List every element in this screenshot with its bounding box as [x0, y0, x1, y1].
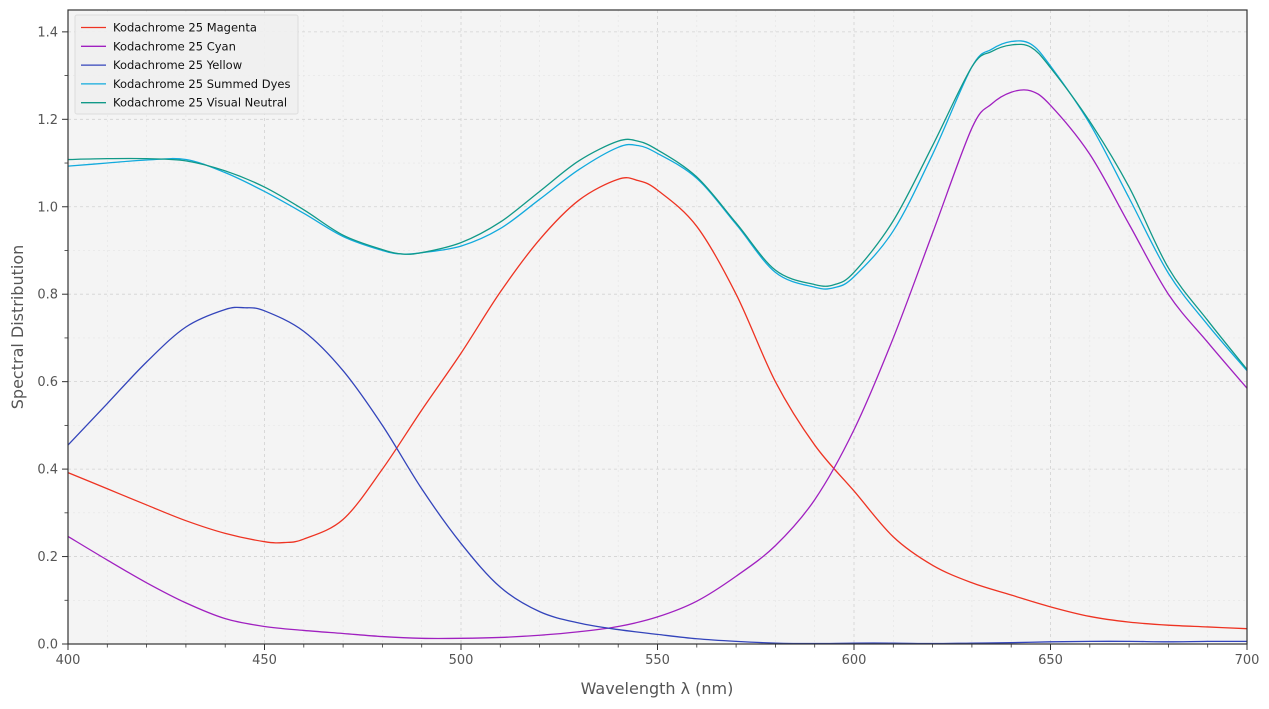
y-tick-label: 1.4 [37, 25, 58, 40]
x-tick-label: 500 [449, 653, 474, 668]
series-line-kodachrome-25-magenta [67, 177, 1248, 630]
y-tick-label: 0.6 [37, 375, 58, 390]
series-line-kodachrome-25-yellow [67, 306, 1248, 645]
y-axis-title: Spectral Distribution [8, 245, 27, 409]
y-tick-label: 0.4 [37, 463, 58, 478]
axis-ticks: 400 450 500 550 600 650 700 0.0 0.2 0.4 0.6 0.8 1.0 1… [37, 25, 1259, 668]
legend-label-kodachrome-25-yellow: Kodachrome 25 Yellow [113, 58, 242, 72]
legend-label-kodachrome-25-visual-neutral: Kodachrome 25 Visual Neutral [113, 96, 287, 110]
legend: Kodachrome 25 Magenta Kodachrome 25 Cyan K… [74, 14, 299, 115]
x-tick-label: 600 [842, 653, 867, 668]
series-line-kodachrome-25-visual-neutral [67, 43, 1248, 370]
x-axis-title: Wavelength λ (nm) [581, 679, 734, 698]
legend-label-kodachrome-25-summed-dyes: Kodachrome 25 Summed Dyes [113, 77, 290, 91]
legend-label-kodachrome-25-magenta: Kodachrome 25 Magenta [113, 21, 257, 35]
y-tick-label: 0.0 [37, 638, 58, 653]
y-tick-label: 0.2 [37, 550, 58, 565]
legend-label-kodachrome-25-cyan: Kodachrome 25 Cyan [113, 39, 236, 53]
series-lines [67, 40, 1248, 645]
series-line-kodachrome-25-cyan [67, 89, 1248, 640]
series-line-kodachrome-25-summed-dyes [67, 40, 1248, 372]
legend-box [74, 14, 299, 115]
y-tick-label: 0.8 [37, 288, 58, 303]
x-tick-label: 550 [645, 653, 670, 668]
y-tick-label: 1.0 [37, 200, 58, 215]
x-tick-label: 700 [1235, 653, 1260, 668]
x-tick-label: 650 [1038, 653, 1063, 668]
x-tick-label: 400 [56, 653, 81, 668]
x-tick-label: 450 [252, 653, 277, 668]
y-tick-label: 1.2 [37, 113, 58, 128]
grid-lines [68, 10, 1247, 644]
